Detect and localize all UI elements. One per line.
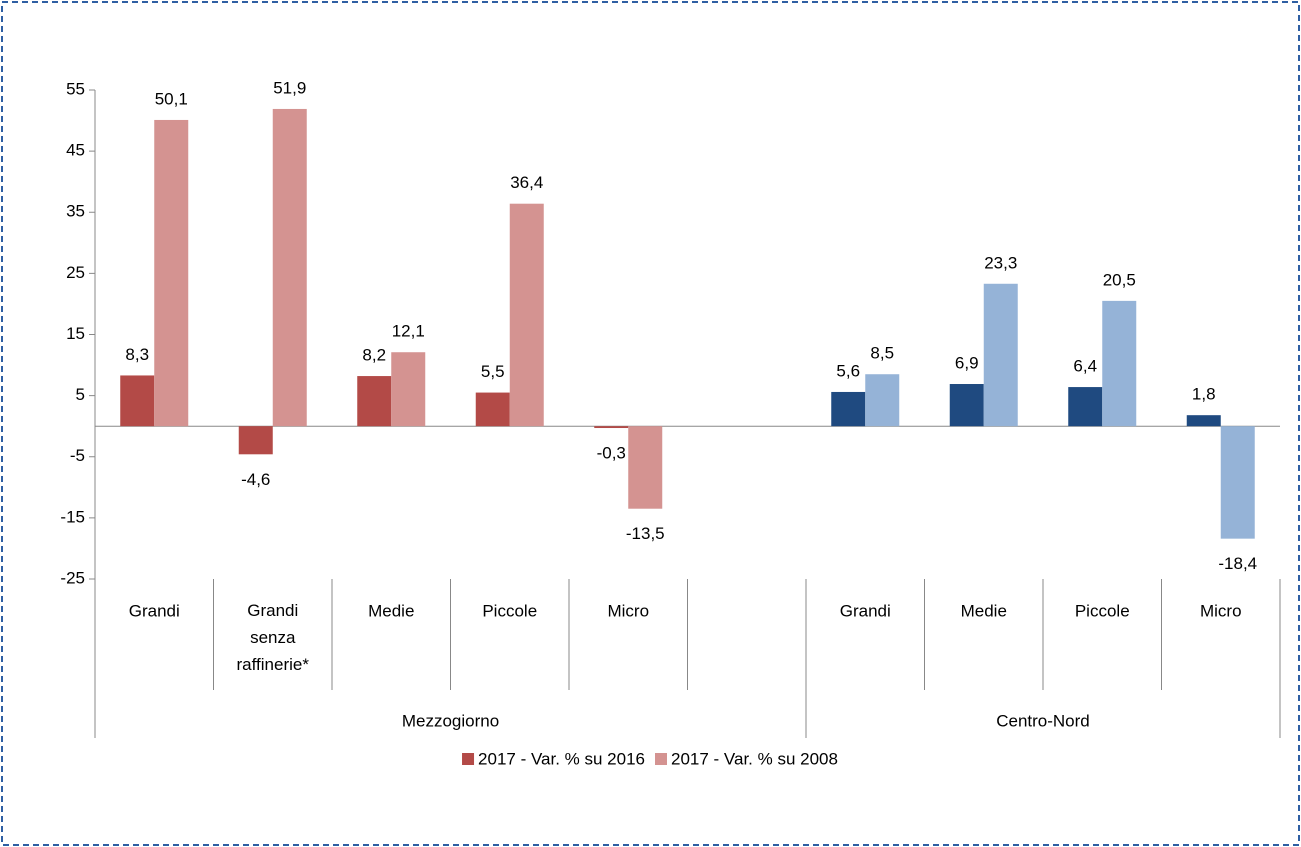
value-label: 5,5 xyxy=(481,362,505,381)
bar xyxy=(628,426,663,509)
value-label: 6,9 xyxy=(955,353,979,372)
x-tick-label: Piccole xyxy=(1075,601,1130,620)
bar xyxy=(831,391,866,427)
value-label: 6,4 xyxy=(1073,357,1097,376)
bar xyxy=(865,374,900,427)
value-label: 20,5 xyxy=(1103,270,1136,289)
value-label: 12,1 xyxy=(392,322,425,341)
value-label: 8,3 xyxy=(125,345,149,364)
x-tick-label: Micro xyxy=(607,601,649,620)
value-label: 36,4 xyxy=(510,173,543,192)
value-label: 50,1 xyxy=(155,89,188,108)
x-tick-label: Medie xyxy=(368,601,414,620)
value-label: 1,8 xyxy=(1192,385,1216,404)
y-tick-label: 45 xyxy=(66,141,85,160)
value-label: -0,3 xyxy=(597,444,626,463)
legend-label: 2017 - Var. % su 2008 xyxy=(671,749,838,768)
bar xyxy=(272,108,307,427)
x-tick-label: Micro xyxy=(1200,601,1242,620)
legend-label: 2017 - Var. % su 2016 xyxy=(478,749,645,768)
bar xyxy=(1220,426,1255,539)
bar xyxy=(238,426,273,455)
x-tick-label: Piccole xyxy=(482,601,537,620)
value-label: -4,6 xyxy=(241,470,270,489)
x-tick-label: Grandi senza raffinerie* xyxy=(237,601,310,674)
bar xyxy=(154,119,189,427)
x-tick-label: Grandi xyxy=(840,601,891,620)
value-label: -18,4 xyxy=(1218,554,1257,573)
bar xyxy=(509,203,544,427)
y-tick-label: 55 xyxy=(66,79,85,98)
y-tick-label: -25 xyxy=(60,568,85,587)
bar xyxy=(1102,300,1137,427)
bar xyxy=(357,376,392,427)
y-tick-label: 25 xyxy=(66,263,85,282)
bar xyxy=(391,352,426,427)
y-tick-label: 15 xyxy=(66,324,85,343)
bar xyxy=(1186,415,1221,427)
value-label: 51,9 xyxy=(273,78,306,97)
value-label: 8,2 xyxy=(362,346,386,365)
bar xyxy=(949,384,984,427)
y-tick-label: -5 xyxy=(70,446,85,465)
bar xyxy=(120,375,155,427)
bar xyxy=(594,426,629,429)
value-label: 5,6 xyxy=(836,361,860,380)
bar xyxy=(1068,387,1103,427)
value-label: 8,5 xyxy=(870,344,894,363)
value-label: 23,3 xyxy=(984,253,1017,272)
legend-swatch xyxy=(655,753,667,765)
x-tick-label: Grandi xyxy=(129,601,180,620)
group-label: Mezzogiorno xyxy=(402,711,499,730)
x-tick-label: Medie xyxy=(961,601,1007,620)
bar xyxy=(983,283,1018,427)
y-tick-label: 35 xyxy=(66,202,85,221)
legend-swatch xyxy=(462,753,475,765)
value-label: -13,5 xyxy=(626,524,665,543)
y-tick-label: 5 xyxy=(76,385,85,404)
y-tick-label: -15 xyxy=(60,507,85,526)
bar xyxy=(475,392,510,427)
group-label: Centro-Nord xyxy=(996,711,1090,730)
